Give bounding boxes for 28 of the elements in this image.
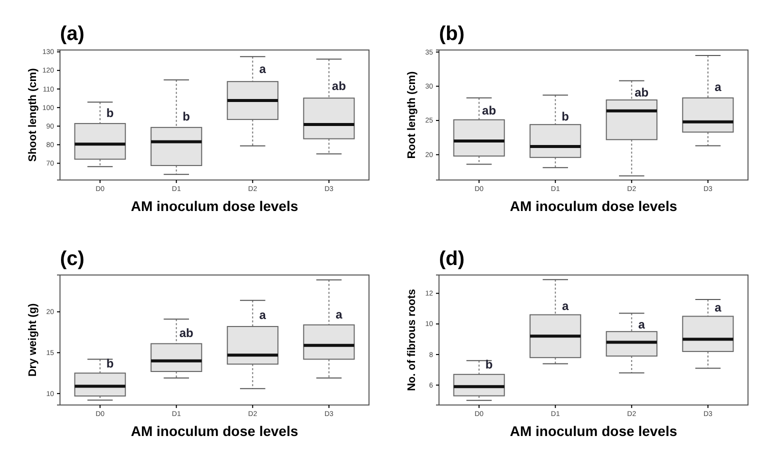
annotation: ab xyxy=(634,86,649,100)
annotation: ab xyxy=(482,103,496,118)
x-axis-title: AM inoculum dose levels xyxy=(510,423,678,439)
annotation: b xyxy=(106,356,114,370)
annotation: a xyxy=(562,299,570,314)
annotation: a xyxy=(638,318,646,332)
annotation: ab xyxy=(332,79,346,94)
annotation: a xyxy=(259,308,266,322)
x-axis-title: AM inoculum dose levels xyxy=(510,198,678,214)
y-axis-title: No. of fibrous roots xyxy=(406,288,418,392)
y-axis-title: Shoot length (cm) xyxy=(27,68,39,162)
chart-title: (b) xyxy=(439,23,465,45)
y-axis-title: Dry weight (g) xyxy=(27,303,39,377)
y-axis-title: Root length (cm) xyxy=(406,70,418,159)
chart-title: (a) xyxy=(60,23,84,45)
annotation: b xyxy=(182,110,190,124)
annotation: a xyxy=(714,80,722,94)
annotation: b xyxy=(562,109,570,124)
annotation: a xyxy=(336,307,343,322)
annotation: b xyxy=(485,357,493,372)
chart-title: (c) xyxy=(60,248,84,270)
annotation: b xyxy=(106,106,114,120)
annotation: a xyxy=(259,62,266,76)
chart-title: (d) xyxy=(439,248,465,270)
annotation: a xyxy=(714,300,722,315)
x-axis-title: AM inoculum dose levels xyxy=(130,198,298,214)
annotation: ab xyxy=(179,326,194,340)
x-axis-title: AM inoculum dose levels xyxy=(130,423,298,439)
